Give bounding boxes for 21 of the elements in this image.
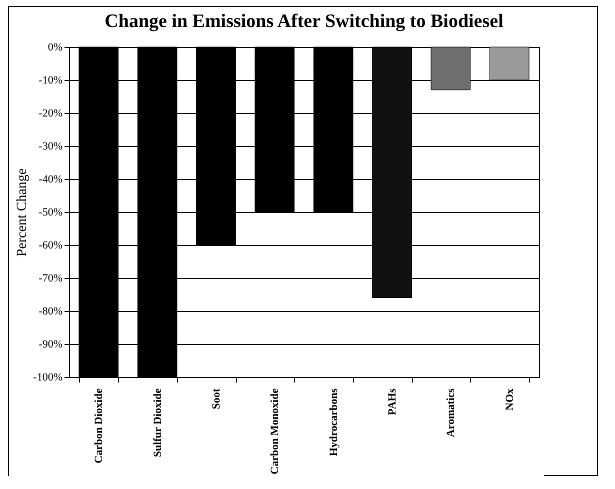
y-tick-label: 0% [48, 42, 62, 54]
y-tick-label: -70% [38, 272, 62, 284]
y-tick-label: -30% [38, 140, 62, 152]
x-tick-label: Sulfur Dioxide [152, 388, 164, 458]
y-tick-label: -10% [38, 74, 62, 86]
y-tick-label: -50% [38, 206, 62, 218]
x-tick-label: Carbon Dioxide [93, 388, 106, 464]
x-tick-label: Aromatics [445, 388, 458, 438]
x-tick-label: NOx [504, 388, 516, 410]
y-tick-label: -80% [38, 306, 62, 318]
y-tick-label: -100% [33, 372, 62, 384]
y-tick-label: -20% [38, 108, 62, 120]
x-tick-label: Soot [210, 388, 222, 410]
x-tick-label: Carbon Monoxide [269, 388, 282, 474]
y-tick-label: -90% [38, 338, 62, 350]
chart-title: Change in Emissions After Switching to Biodiesel [104, 11, 504, 32]
x-tick-label: PAHs [386, 388, 399, 416]
x-tick-label: Hydrocarbons [328, 388, 340, 456]
y-axis-title: Percent Change [15, 168, 30, 257]
y-tick-label: -40% [38, 174, 62, 186]
y-tick-label: -60% [38, 240, 62, 252]
